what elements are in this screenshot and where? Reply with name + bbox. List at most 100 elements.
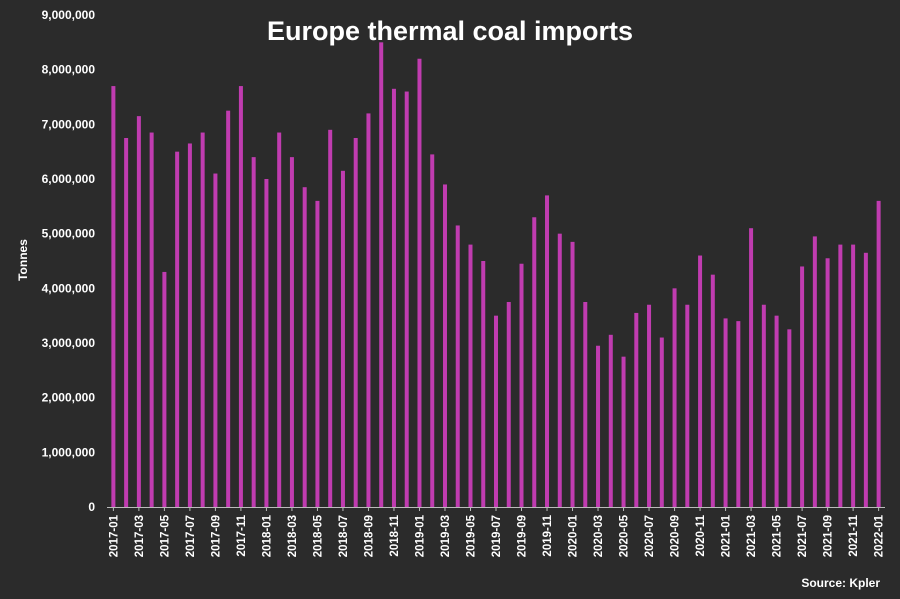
x-tick-label: 2021-03	[746, 515, 758, 557]
bar-2019-10	[532, 217, 537, 507]
bar-2020-12	[710, 274, 715, 507]
bar-2021-10	[838, 244, 843, 507]
x-tick-label: 2021-09	[823, 515, 835, 557]
bar-2019-12	[557, 233, 562, 507]
bar-2020-10	[685, 304, 690, 507]
bar-2020-04	[608, 334, 613, 507]
y-tick-label: 8,000,000	[42, 63, 96, 77]
bar-2018-10	[379, 42, 384, 507]
x-axis: 2017-01 2017-03 2017-05 2017-07 2017-09 2017-…	[108, 507, 886, 557]
bar-2020-11	[698, 255, 703, 507]
bar-2019-02	[430, 154, 435, 507]
bar-2018-12	[404, 91, 409, 508]
bar-2019-11	[545, 195, 550, 507]
x-tick-label: 2019-05	[465, 514, 477, 557]
bar-2021-04	[761, 304, 766, 507]
bar-2017-07	[187, 143, 192, 507]
bar-2020-02	[583, 302, 588, 507]
bar-2017-04	[149, 132, 154, 508]
bars-group	[111, 42, 881, 508]
y-tick-label: 2,000,000	[42, 391, 96, 405]
bar-2019-08	[506, 302, 511, 507]
y-tick-label: 7,000,000	[42, 117, 96, 131]
bar-2021-12	[863, 252, 868, 507]
bar-2018-07	[340, 170, 345, 508]
bar-2018-06	[328, 129, 333, 508]
bar-2020-03	[596, 345, 601, 507]
x-tick-label: 2019-03	[440, 515, 452, 557]
y-tick-label: 0	[88, 500, 95, 514]
bar-2017-01	[111, 86, 116, 508]
x-tick-label: 2017-11	[236, 514, 248, 556]
bar-2021-11	[851, 244, 856, 507]
bar-2017-09	[213, 173, 218, 508]
x-tick-label: 2020-03	[593, 515, 605, 557]
bar-2020-06	[634, 312, 639, 507]
x-tick-label: 2017-05	[159, 514, 171, 557]
y-axis-label: Tonnes	[16, 239, 30, 281]
x-tick-label: 2017-03	[134, 515, 146, 557]
y-tick-label: 5,000,000	[42, 227, 96, 241]
x-tick-label: 2018-11	[389, 514, 401, 556]
source-note: Source: Kpler	[801, 576, 880, 590]
bar-2017-02	[124, 138, 129, 507]
x-tick-label: 2019-07	[491, 515, 503, 557]
x-tick-label: 2021-07	[797, 515, 809, 557]
x-tick-label: 2021-01	[721, 514, 733, 557]
bar-2018-03	[289, 157, 294, 507]
bar-2020-01	[570, 241, 575, 507]
chart-title: Europe thermal coal imports	[267, 16, 633, 46]
bar-2019-01	[417, 58, 422, 507]
x-tick-label: 2017-07	[185, 515, 197, 557]
bar-2019-06	[481, 261, 486, 507]
x-tick-label: 2021-11	[848, 514, 860, 556]
bar-2018-01	[264, 179, 269, 507]
bar-2017-06	[175, 151, 180, 507]
bar-2020-09	[672, 288, 677, 507]
bar-2017-05	[162, 271, 167, 507]
bar-2019-05	[468, 244, 473, 507]
bar-2019-03	[442, 184, 447, 507]
x-tick-label: 2020-05	[619, 514, 631, 557]
x-tick-label: 2018-07	[338, 515, 350, 557]
x-tick-label: 2017-09	[210, 515, 222, 557]
bar-2020-07	[647, 304, 652, 507]
bar-2021-02	[736, 321, 741, 507]
bar-2021-08	[812, 236, 817, 507]
bar-2019-09	[519, 263, 524, 507]
bar-2021-07	[800, 266, 805, 507]
x-tick-label: 2022-01	[874, 514, 886, 557]
bar-2021-06	[787, 329, 792, 507]
y-tick-label: 4,000,000	[42, 281, 96, 295]
x-tick-label: 2017-01	[108, 514, 120, 557]
bar-2017-03	[136, 116, 141, 507]
x-tick-label: 2021-05	[772, 514, 784, 557]
bar-2020-05	[621, 356, 626, 507]
y-axis: 0 1,000,000 2,000,000 3,000,000 4,000,000 5,0…	[42, 8, 96, 514]
x-tick-label: 2018-05	[312, 514, 324, 557]
x-tick-label: 2018-09	[363, 515, 375, 557]
x-tick-label: 2020-09	[670, 515, 682, 557]
bar-2018-05	[315, 200, 320, 507]
bar-2017-08	[200, 132, 205, 508]
bar-2017-10	[226, 110, 231, 508]
bar-2018-02	[277, 132, 282, 508]
bar-2021-01	[723, 318, 728, 507]
y-tick-label: 6,000,000	[42, 172, 96, 186]
bar-2018-04	[302, 187, 307, 507]
bar-2019-07	[494, 315, 498, 507]
y-tick-label: 1,000,000	[42, 445, 96, 459]
x-tick-label: 2018-03	[287, 515, 299, 557]
bar-2021-05	[774, 315, 779, 507]
bar-2017-11	[238, 86, 243, 508]
x-tick-label: 2018-01	[261, 514, 273, 557]
x-tick-label: 2019-09	[517, 515, 529, 557]
bar-2021-09	[825, 258, 830, 507]
bar-2018-09	[366, 113, 371, 508]
x-tick-label: 2020-11	[695, 514, 707, 556]
bar-2018-11	[391, 88, 396, 508]
bar-2022-01	[876, 200, 881, 507]
bar-2017-12	[251, 157, 256, 507]
